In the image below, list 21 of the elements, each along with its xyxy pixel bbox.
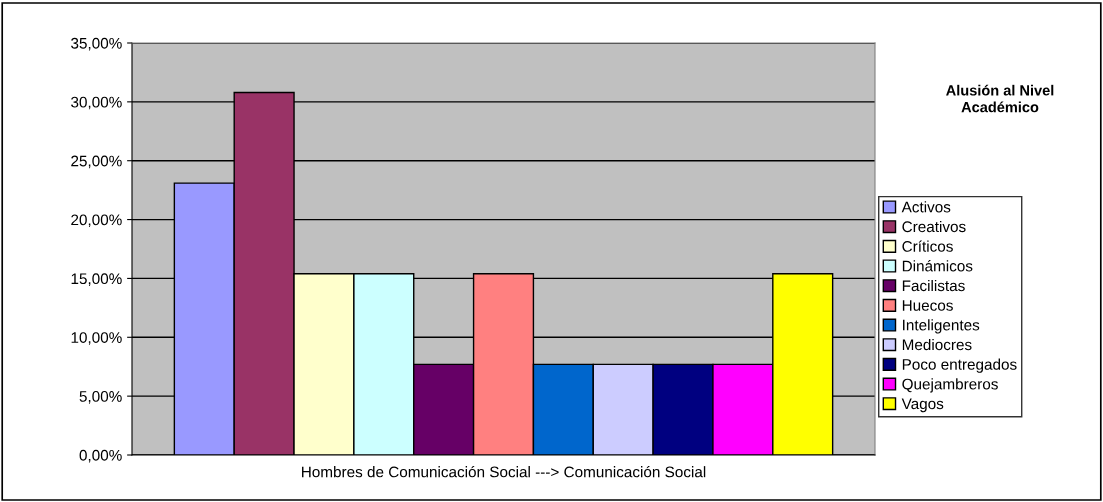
legend-label: Poco entregados bbox=[902, 358, 1017, 373]
legend-label: Dinámicos bbox=[902, 260, 973, 272]
legend-label: Vagos bbox=[901, 398, 944, 413]
legend-label: Inteligentes bbox=[903, 319, 980, 334]
y-tick-label: 10,00% bbox=[71, 332, 122, 345]
legend-label: Mediocres bbox=[902, 338, 972, 351]
legend-label: Quejambreros bbox=[902, 378, 998, 393]
y-tick-label: 0,00% bbox=[79, 449, 122, 463]
legend-label: Críticos bbox=[902, 240, 953, 252]
text: Alusión al Nivel Académico bbox=[946, 84, 1054, 113]
y-tick-label: 15,00% bbox=[71, 273, 122, 286]
legend-label: Activos bbox=[901, 201, 951, 213]
y-tick-label: 20,00% bbox=[71, 214, 122, 228]
y-tick-label: 25,00% bbox=[71, 155, 122, 169]
x-tick-label: Hombres de Comunicación Social ---> Comunicación Social bbox=[302, 465, 706, 478]
y-tick-label: 30,00% bbox=[71, 96, 122, 110]
legend-label: Huecos bbox=[902, 300, 953, 311]
y-tick-label: 35,00% bbox=[71, 37, 122, 51]
y-tick-label: 5,00% bbox=[79, 391, 122, 404]
legend-label: Facilistas bbox=[902, 279, 965, 292]
legend-label: Creativos bbox=[902, 220, 966, 233]
